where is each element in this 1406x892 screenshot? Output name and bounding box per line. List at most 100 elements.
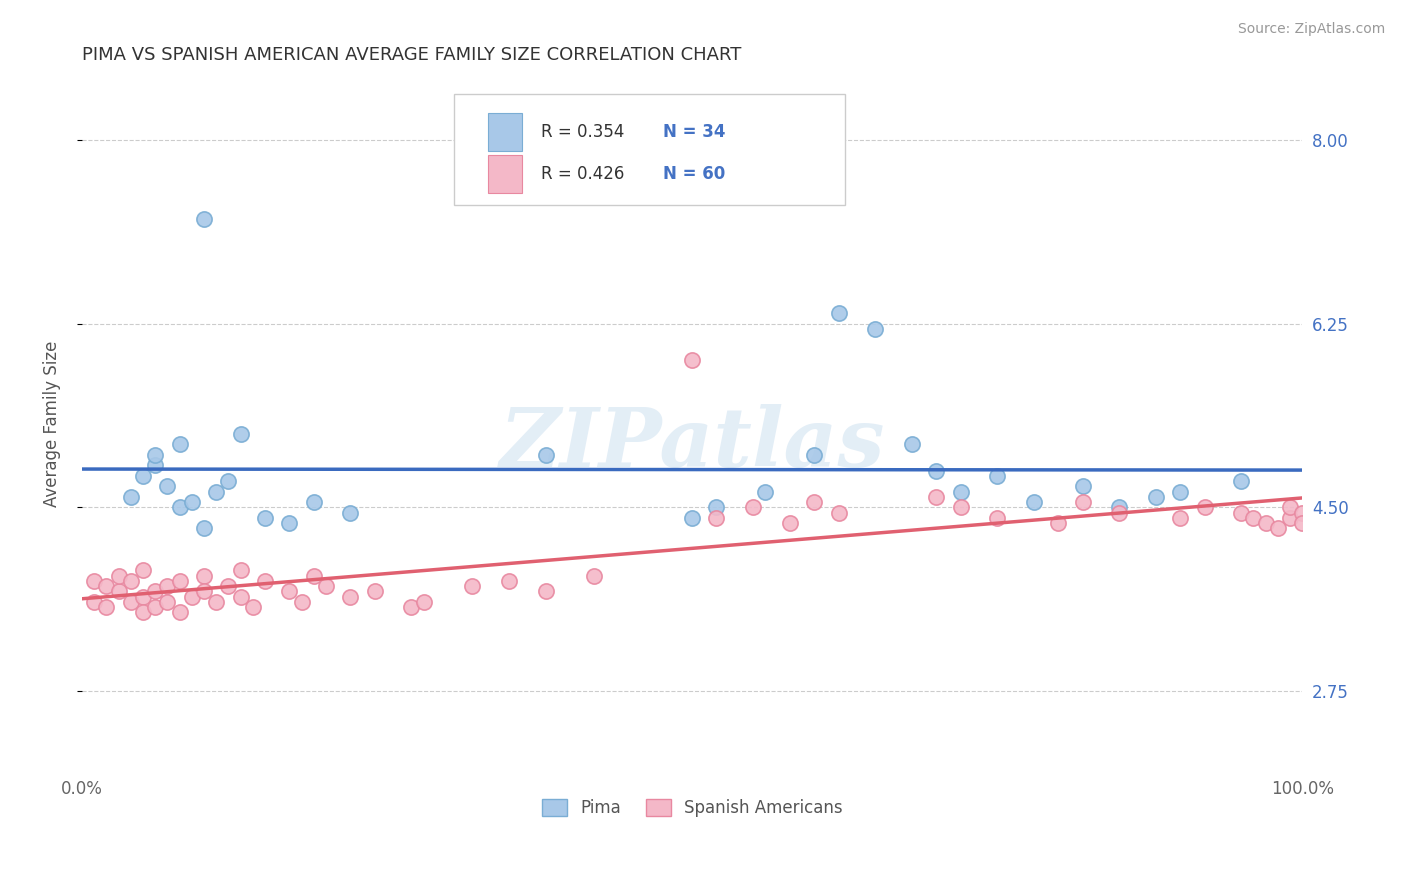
Point bbox=[229, 590, 252, 604]
Point bbox=[534, 448, 557, 462]
Point bbox=[742, 500, 765, 515]
Point bbox=[193, 584, 215, 599]
Point bbox=[681, 511, 703, 525]
Point bbox=[1168, 484, 1191, 499]
Point bbox=[681, 353, 703, 368]
Point bbox=[217, 579, 239, 593]
Point bbox=[217, 474, 239, 488]
Point bbox=[205, 484, 228, 499]
Point bbox=[1108, 500, 1130, 515]
Point bbox=[193, 211, 215, 226]
Point bbox=[706, 511, 728, 525]
Point bbox=[1022, 495, 1045, 509]
Point bbox=[1241, 511, 1264, 525]
Text: R = 0.354: R = 0.354 bbox=[541, 123, 624, 141]
Point bbox=[143, 584, 166, 599]
Point bbox=[107, 568, 129, 582]
FancyBboxPatch shape bbox=[488, 113, 523, 152]
Point bbox=[156, 479, 179, 493]
Point bbox=[1047, 516, 1070, 531]
Point bbox=[925, 490, 948, 504]
Text: N = 60: N = 60 bbox=[662, 165, 725, 183]
Point bbox=[242, 600, 264, 615]
Point bbox=[83, 574, 105, 588]
Point bbox=[302, 495, 325, 509]
Point bbox=[949, 484, 972, 499]
Point bbox=[180, 495, 202, 509]
Point bbox=[107, 584, 129, 599]
Text: R = 0.426: R = 0.426 bbox=[541, 165, 624, 183]
Point bbox=[1168, 511, 1191, 525]
Point bbox=[83, 595, 105, 609]
Point bbox=[120, 490, 142, 504]
Text: Source: ZipAtlas.com: Source: ZipAtlas.com bbox=[1237, 22, 1385, 37]
Point bbox=[1279, 500, 1302, 515]
Point bbox=[253, 574, 276, 588]
Point bbox=[1071, 495, 1094, 509]
Point bbox=[180, 590, 202, 604]
Point bbox=[1144, 490, 1167, 504]
Text: PIMA VS SPANISH AMERICAN AVERAGE FAMILY SIZE CORRELATION CHART: PIMA VS SPANISH AMERICAN AVERAGE FAMILY … bbox=[82, 46, 741, 64]
Point bbox=[1291, 516, 1313, 531]
Text: ZIPatlas: ZIPatlas bbox=[499, 404, 884, 484]
Point bbox=[315, 579, 337, 593]
Point bbox=[169, 574, 191, 588]
Point bbox=[96, 579, 118, 593]
Point bbox=[132, 590, 155, 604]
Point bbox=[863, 322, 886, 336]
Point bbox=[949, 500, 972, 515]
Point bbox=[1108, 506, 1130, 520]
FancyBboxPatch shape bbox=[488, 155, 523, 193]
Point bbox=[1194, 500, 1216, 515]
Point bbox=[143, 448, 166, 462]
Point bbox=[278, 584, 301, 599]
FancyBboxPatch shape bbox=[454, 95, 845, 205]
Point bbox=[779, 516, 801, 531]
Point bbox=[986, 469, 1008, 483]
Y-axis label: Average Family Size: Average Family Size bbox=[44, 340, 60, 507]
Point bbox=[1230, 506, 1253, 520]
Point bbox=[229, 426, 252, 441]
Point bbox=[278, 516, 301, 531]
Point bbox=[229, 564, 252, 578]
Point bbox=[706, 500, 728, 515]
Point bbox=[253, 511, 276, 525]
Point bbox=[401, 600, 423, 615]
Point bbox=[339, 506, 361, 520]
Point bbox=[900, 437, 922, 451]
Point bbox=[412, 595, 434, 609]
Point bbox=[96, 600, 118, 615]
Point bbox=[205, 595, 228, 609]
Point bbox=[302, 568, 325, 582]
Point bbox=[132, 564, 155, 578]
Point bbox=[803, 495, 825, 509]
Point bbox=[827, 306, 849, 320]
Point bbox=[364, 584, 387, 599]
Point bbox=[498, 574, 520, 588]
Point bbox=[156, 579, 179, 593]
Point bbox=[827, 506, 849, 520]
Point bbox=[803, 448, 825, 462]
Point bbox=[169, 606, 191, 620]
Point bbox=[339, 590, 361, 604]
Text: N = 34: N = 34 bbox=[662, 123, 725, 141]
Point bbox=[132, 606, 155, 620]
Point bbox=[583, 568, 606, 582]
Point bbox=[156, 595, 179, 609]
Point bbox=[169, 437, 191, 451]
Point bbox=[754, 484, 776, 499]
Point bbox=[143, 600, 166, 615]
Point bbox=[1254, 516, 1277, 531]
Point bbox=[1279, 511, 1302, 525]
Point bbox=[925, 464, 948, 478]
Point bbox=[291, 595, 314, 609]
Point bbox=[120, 574, 142, 588]
Point bbox=[132, 469, 155, 483]
Point bbox=[1230, 474, 1253, 488]
Point bbox=[534, 584, 557, 599]
Point bbox=[120, 595, 142, 609]
Point bbox=[986, 511, 1008, 525]
Point bbox=[143, 458, 166, 473]
Point bbox=[1291, 506, 1313, 520]
Point bbox=[169, 500, 191, 515]
